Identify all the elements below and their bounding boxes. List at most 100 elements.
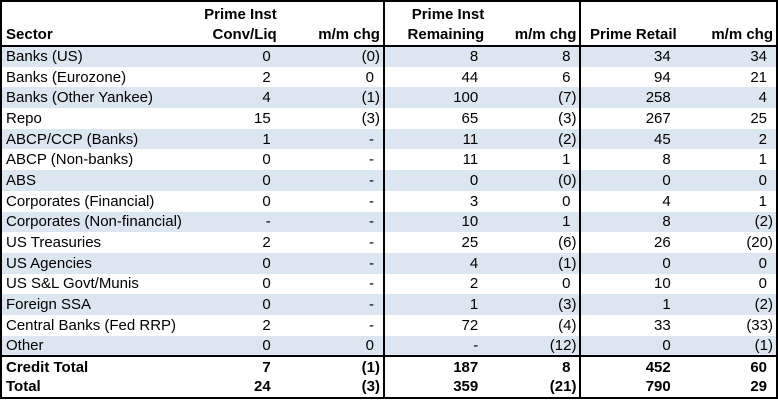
value-cell-remaining: 4	[383, 252, 488, 274]
sector-cell: US S&L Govt/Munis	[6, 275, 139, 293]
value-cell-mm-chg-2: (4)	[487, 314, 582, 336]
table-row: ABCP/CCP (Banks) 1 - 11 (2) 45 2	[1, 128, 777, 150]
value-cell-remaining: 25	[461, 234, 479, 252]
value-cell-mm-chg-3: 25	[750, 109, 767, 127]
value-cell-conv-liq: 0	[262, 275, 271, 293]
column-header-prime-retail: Prime Retail	[580, 1, 680, 47]
sector-cell: Central Banks (Fed RRP)	[6, 316, 177, 334]
table-body: Banks (US) 0 (0) 8 8 34 34 Banks (Eurozo…	[1, 46, 777, 398]
value-cell-mm-chg-3: 4	[679, 87, 777, 109]
value-cell-remaining: 72	[461, 316, 479, 334]
value-cell-mm-chg-1: -	[279, 170, 385, 191]
value-cell-prime-retail: 8	[580, 211, 680, 233]
value-cell-mm-chg-2: (6)	[487, 232, 582, 253]
value-cell-mm-chg-2: 8	[487, 46, 582, 67]
table-row: US Agencies 0 - 4 (1) 0 0	[1, 252, 777, 274]
value-cell-conv-liq: -	[199, 211, 280, 233]
table-row: ABCP (Non-banks) 0 - 11 1 8 1	[1, 149, 777, 171]
header-row: Sector Prime Inst Conv/Liq m/m chg Prime…	[1, 1, 777, 47]
value-cell-mm-chg-1: -	[279, 314, 385, 336]
value-cell-prime-retail: 10	[654, 275, 671, 293]
value-cell-remaining: 10	[383, 211, 488, 233]
sector-cell: Corporates (Non-financial)	[1, 211, 200, 233]
value-cell-remaining: 11	[462, 151, 479, 169]
value-cell-remaining: 359	[453, 378, 479, 396]
value-cell-prime-retail: 0	[580, 252, 680, 274]
value-cell-prime-retail: 1	[580, 294, 680, 315]
value-cell-mm-chg-2: (3)	[487, 108, 582, 129]
table-row: Corporates (Financial) 0 - 3 0 4 1	[1, 190, 777, 212]
value-cell-mm-chg-3: 29	[750, 378, 767, 396]
table-row: Banks (US) 0 (0) 8 8 34 34	[1, 46, 777, 67]
value-cell-conv-liq: 0	[199, 170, 280, 191]
table-row: ABS 0 - 0 (0) 0 0	[1, 170, 777, 191]
value-cell-mm-chg-2: 6	[487, 66, 582, 88]
table-row: Banks (Eurozone) 2 0 44 6 94 21	[1, 66, 777, 88]
value-cell-mm-chg-2: (0)	[487, 170, 582, 191]
value-cell-remaining: 2	[469, 275, 479, 293]
value-cell-remaining: 44	[461, 68, 479, 86]
value-cell-conv-liq: 1	[199, 128, 280, 150]
value-cell-mm-chg-1: -	[279, 294, 385, 315]
value-cell-conv-liq: 0	[199, 335, 280, 357]
value-cell-mm-chg-3: 1	[758, 151, 767, 169]
value-cell-conv-liq: 15	[254, 109, 271, 127]
value-cell-prime-retail: 258	[580, 87, 680, 109]
value-cell-mm-chg-3: (2)	[679, 294, 777, 315]
value-cell-mm-chg-3: 0	[679, 170, 777, 191]
sector-cell: Foreign SSA	[1, 294, 200, 315]
value-cell-mm-chg-1: -	[279, 149, 385, 171]
value-cell-conv-liq: 0	[199, 46, 280, 67]
sector-cell: Banks (Other Yankee)	[1, 87, 200, 109]
table-row: Foreign SSA 0 - 1 (3) 1 (2)	[1, 294, 777, 315]
table-row: Repo 15 (3) 65 (3) 267 25	[1, 108, 777, 129]
value-cell-mm-chg-2: (7)	[487, 87, 582, 109]
value-cell-conv-liq: 4	[199, 87, 280, 109]
value-cell-mm-chg-2: 1	[487, 149, 582, 171]
table-row: US Treasuries 2 - 25 (6) 26 (20)	[1, 232, 777, 253]
value-cell-mm-chg-3: 34	[679, 46, 777, 67]
sector-cell: Credit Total	[1, 355, 200, 377]
value-cell-conv-liq: 24	[254, 378, 271, 396]
column-header-sector: Sector	[1, 1, 200, 47]
value-cell-prime-retail: 94	[654, 68, 671, 86]
value-cell-mm-chg-3: (2)	[679, 211, 777, 233]
value-cell-mm-chg-3: 0	[679, 252, 777, 274]
value-cell-mm-chg-2: 1	[487, 211, 582, 233]
value-cell-remaining: 187	[383, 355, 488, 377]
value-cell-prime-retail: 33	[654, 316, 671, 334]
value-cell-mm-chg-1: -	[279, 128, 385, 150]
value-cell-prime-retail: 0	[580, 170, 680, 191]
value-cell-prime-retail: 8	[662, 151, 671, 169]
sector-cell: US Agencies	[1, 252, 200, 274]
value-cell-conv-liq: 2	[262, 316, 271, 334]
value-cell-conv-liq: 2	[262, 68, 271, 86]
value-cell-mm-chg-3: (1)	[679, 335, 777, 357]
table-row: Central Banks (Fed RRP) 2 - 72 (4) 33 (3…	[1, 314, 777, 336]
value-cell-remaining: -	[383, 335, 488, 357]
value-cell-mm-chg-3: 60	[679, 355, 777, 377]
value-cell-mm-chg-3: 0	[758, 275, 767, 293]
value-cell-mm-chg-3: (20)	[746, 234, 773, 252]
value-cell-mm-chg-1: -	[279, 190, 385, 212]
value-cell-conv-liq: 0	[262, 192, 271, 210]
sector-cell: ABCP (Non-banks)	[6, 151, 134, 169]
value-cell-prime-retail: 4	[662, 192, 671, 210]
sector-cell: Banks (US)	[1, 46, 200, 67]
value-cell-prime-retail: 0	[580, 335, 680, 357]
column-header-mm-chg-2: m/m chg	[487, 1, 582, 47]
sector-cell: US Treasuries	[6, 234, 102, 252]
value-cell-remaining: 11	[383, 128, 488, 150]
value-cell-mm-chg-2: (3)	[487, 294, 582, 315]
value-cell-mm-chg-1: -	[279, 211, 385, 233]
value-cell-mm-chg-1: (0)	[279, 46, 385, 67]
value-cell-mm-chg-2: (2)	[487, 128, 582, 150]
value-cell-mm-chg-2: (12)	[487, 335, 582, 357]
value-cell-remaining: 1	[383, 294, 488, 315]
value-cell-mm-chg-1: -	[279, 252, 385, 274]
sector-cell: Repo	[6, 109, 42, 127]
value-cell-prime-retail: 45	[580, 128, 680, 150]
value-cell-mm-chg-1: 0	[279, 335, 385, 357]
column-header-mm-chg-3: m/m chg	[679, 1, 777, 47]
